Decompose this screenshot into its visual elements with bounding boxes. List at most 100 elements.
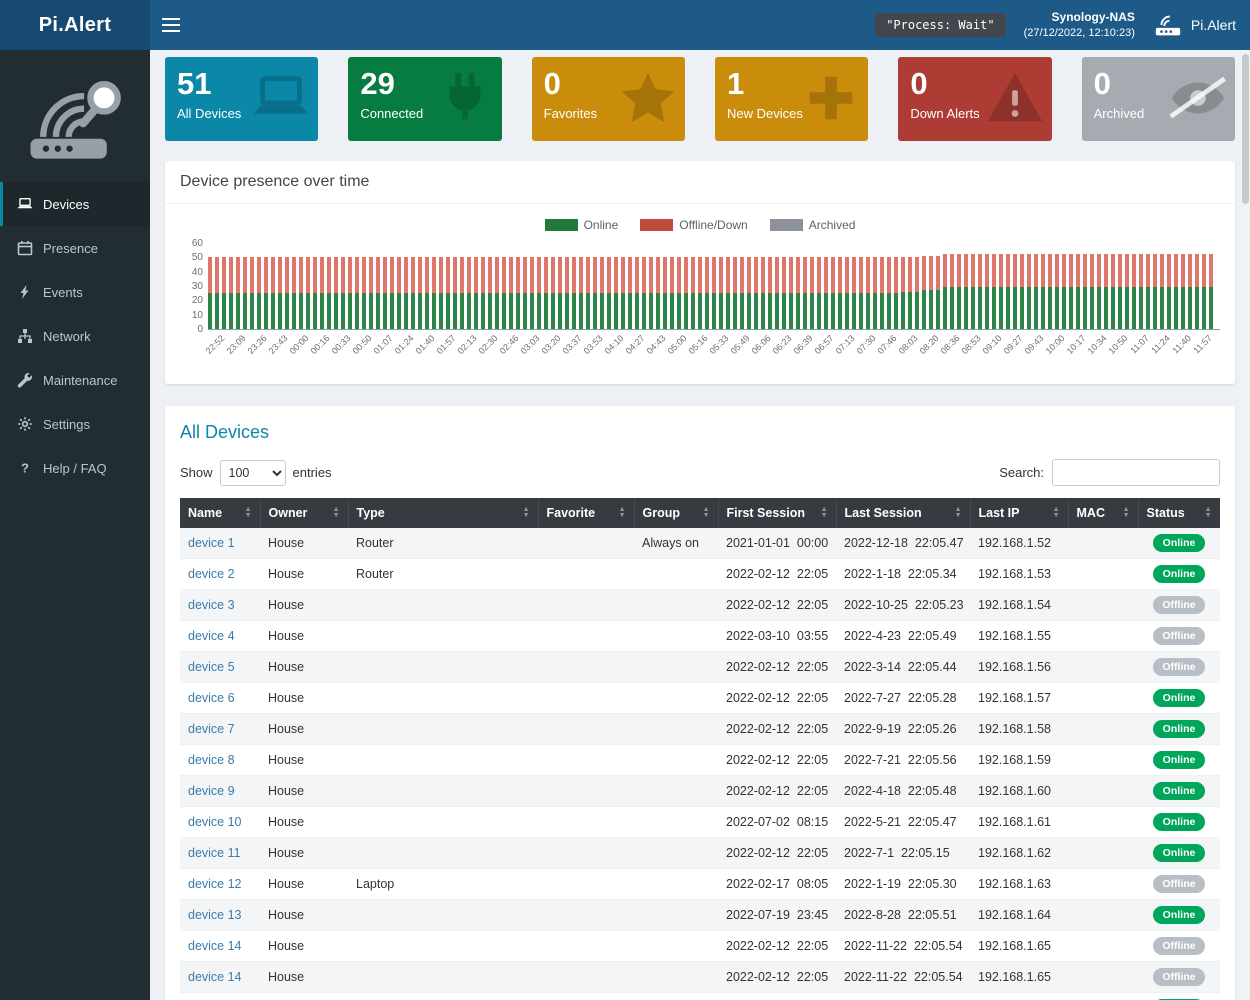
cell-first_session: 2021-01-01 00:00 [718,528,836,559]
column-header-last-ip[interactable]: Last IP ▲ ▼ [970,498,1069,528]
host-info: Synology-NAS (27/12/2022, 12:10:23) [1024,9,1135,40]
chart-legend: Online Offline/Down Archived [180,210,1220,244]
sidebar-menu: Devices Presence Events Network Maintenance S… [0,182,150,490]
table-row: device 6 House 2022-02-12 22:05 2022-7-27 2… [180,682,1220,714]
cell-name: device 14 [180,930,260,962]
sidebar-item-network[interactable]: Network [0,314,150,358]
bar-online-segment [558,293,562,329]
bar-online-segment [999,287,1003,329]
page-length-select[interactable]: 100 [219,459,286,486]
device-name-link[interactable]: device 6 [188,691,235,705]
card-label: Archived [1093,106,1145,122]
sidebar-item-help-faq[interactable]: ? Help / FAQ [0,446,150,490]
cell-last_session: 2022-11-22 22:05.54 [836,930,970,962]
card-connected[interactable]: 29 Connected [348,57,502,141]
bar-offline-segment [901,257,905,292]
cell-group [634,713,718,745]
column-header-owner[interactable]: Owner ▲ ▼ [260,498,349,528]
bar-offline-segment [978,254,982,288]
scrollbar-thumb[interactable] [1242,54,1249,204]
column-header-favorite[interactable]: Favorite ▲ ▼ [538,498,635,528]
table-row: device 12 House Laptop 2022-02-17 08:05 2022… [180,868,1220,900]
device-name-link[interactable]: device 12 [188,877,242,891]
card-all-devices[interactable]: 51 All Devices [165,57,319,141]
device-name-link[interactable]: device 5 [188,660,235,674]
sidebar-item-settings[interactable]: Settings [0,402,150,446]
x-tick-label: 22:52 [204,333,228,357]
column-header-type[interactable]: Type ▲ ▼ [348,498,539,528]
chart-bar [1181,254,1185,329]
table-row: device 5 House 2022-02-12 22:05 2022-3-14 2… [180,651,1220,683]
bar-offline-segment [992,254,996,288]
device-name-link[interactable]: device 11 [188,846,241,860]
bar-offline-segment [544,257,548,294]
device-name-link[interactable]: device 7 [188,722,235,736]
card-new-devices[interactable]: 1 New Devices [714,57,869,141]
bar-offline-segment [1048,254,1052,288]
y-tick-label: 10 [191,309,203,321]
bar-offline-segment [1055,254,1059,288]
device-name-link[interactable]: device 14 [188,939,242,953]
sidebar-item-presence[interactable]: Presence [0,226,150,270]
sidebar-item-maintenance[interactable]: Maintenance [0,358,150,402]
table-search-input[interactable] [1052,459,1220,486]
page-scrollbar[interactable] [1241,50,1250,1000]
cell-last_session: 2022-3-14 22:05.44 [836,651,970,683]
bar-offline-segment [376,257,380,294]
brand-logo[interactable]: Pi.Alert [0,0,150,50]
bar-online-segment [334,293,338,329]
bar-online-segment [1055,287,1059,329]
bar-offline-segment [502,257,506,294]
legend-item-archived[interactable]: Archived [769,218,855,232]
chart-bar [978,254,982,329]
device-name-link[interactable]: device 2 [188,567,235,581]
sort-icon: ▲ ▼ [332,506,340,519]
column-header-last-session[interactable]: Last Session ▲ ▼ [836,498,971,528]
sidebar-item-events[interactable]: Events [0,270,150,314]
x-tick: 23:43 [267,330,292,374]
bar-offline-segment [894,257,898,294]
legend-item-offline-down[interactable]: Offline/Down [640,218,748,232]
sidebar-toggle-icon[interactable] [162,8,196,42]
device-name-link[interactable]: device 13 [188,908,242,922]
device-name-link[interactable]: device 8 [188,753,235,767]
bar-offline-segment [495,257,499,294]
column-header-name[interactable]: Name ▲ ▼ [180,498,261,528]
cell-last_session: 2022-5-16 22:05.48 [836,992,970,1000]
column-header-first-session[interactable]: First Session ▲ ▼ [718,498,837,528]
cell-last_ip: 192.168.1.60 [970,775,1068,807]
navbar-app-link[interactable]: Pi.Alert [1153,13,1236,37]
bar-online-segment [1139,287,1143,329]
column-header-status[interactable]: Status ▲ ▼ [1138,498,1221,528]
sidebar-item-devices[interactable]: Devices [0,182,150,226]
x-tick-label: 10:34 [1086,333,1110,357]
cell-owner: House [260,775,348,807]
cell-type: Laptop [348,868,538,900]
column-header-mac[interactable]: MAC ▲ ▼ [1068,498,1139,528]
bar-online-segment [775,293,779,329]
bar-offline-segment [285,257,289,294]
x-tick-label: 05:33 [708,333,732,357]
device-name-link[interactable]: device 14 [188,970,242,984]
card-favorites[interactable]: 0 Favorites [531,57,685,141]
bar-offline-segment [922,255,926,291]
cell-group: Always on [634,992,718,1000]
bar-offline-segment [873,257,877,294]
card-down-alerts[interactable]: 0 Down Alerts [898,57,1052,141]
bar-online-segment [1188,287,1192,329]
device-name-link[interactable]: device 3 [188,598,235,612]
legend-item-online[interactable]: Online [544,218,618,232]
chart-bar [747,257,751,329]
device-name-link[interactable]: device 9 [188,784,235,798]
card-archived[interactable]: 0 Archived [1081,57,1235,141]
column-header-group[interactable]: Group ▲ ▼ [634,498,719,528]
bar-offline-segment [698,257,702,294]
cell-name: device 13 [180,899,260,931]
bar-offline-segment [1027,254,1031,288]
device-name-link[interactable]: device 10 [188,815,242,829]
bar-offline-segment [1202,254,1206,288]
cell-first_session: 2022-02-12 22:05 [718,713,836,745]
device-name-link[interactable]: device 4 [188,629,235,643]
device-name-link[interactable]: device 1 [188,536,235,550]
x-tick-label: 09:27 [1002,333,1026,357]
